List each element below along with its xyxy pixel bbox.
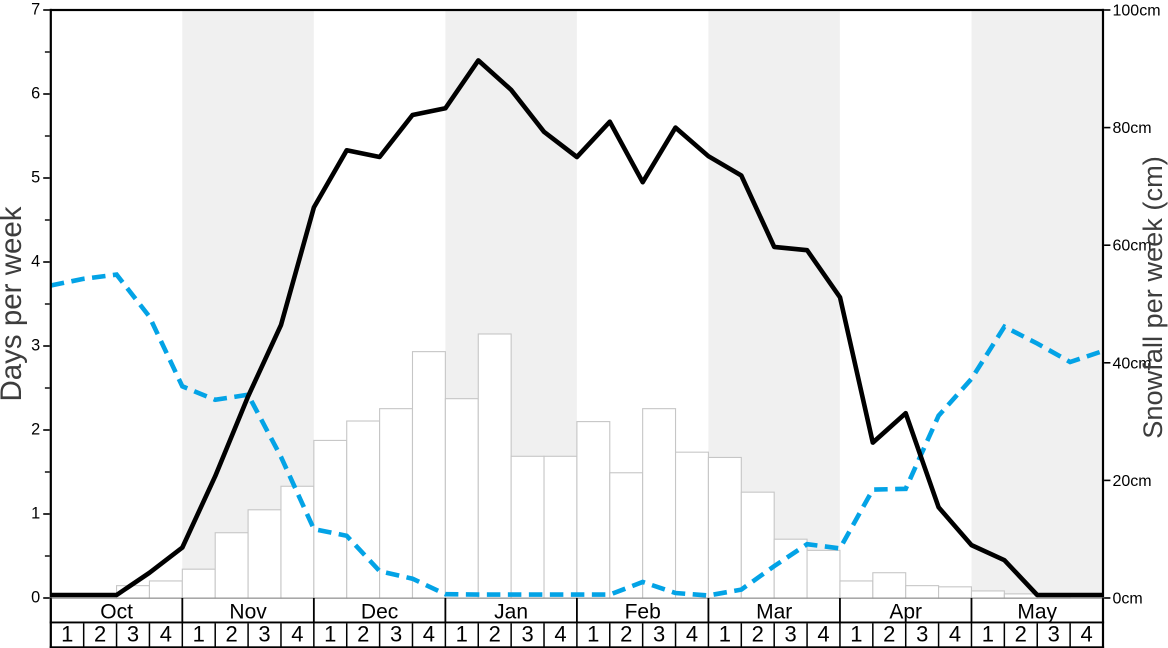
svg-text:1: 1 bbox=[61, 622, 73, 647]
svg-text:20cm: 20cm bbox=[1113, 473, 1152, 490]
svg-text:7: 7 bbox=[31, 0, 40, 18]
svg-text:Dec: Dec bbox=[361, 601, 398, 624]
svg-text:1: 1 bbox=[982, 622, 994, 647]
svg-text:4: 4 bbox=[291, 622, 303, 647]
svg-text:3: 3 bbox=[521, 622, 533, 647]
svg-text:1: 1 bbox=[324, 622, 336, 647]
svg-text:6: 6 bbox=[31, 84, 40, 102]
svg-text:3: 3 bbox=[653, 622, 665, 647]
svg-text:1: 1 bbox=[719, 622, 731, 647]
svg-text:60cm: 60cm bbox=[1113, 238, 1152, 255]
svg-text:40cm: 40cm bbox=[1113, 355, 1152, 372]
svg-text:1: 1 bbox=[850, 622, 862, 647]
svg-text:4: 4 bbox=[686, 622, 698, 647]
svg-text:3: 3 bbox=[127, 622, 139, 647]
svg-text:2: 2 bbox=[1015, 622, 1027, 647]
svg-text:4: 4 bbox=[423, 622, 435, 647]
svg-text:1: 1 bbox=[193, 622, 205, 647]
svg-text:Mar: Mar bbox=[756, 601, 792, 624]
svg-text:4: 4 bbox=[817, 622, 829, 647]
svg-text:2: 2 bbox=[489, 622, 501, 647]
svg-text:3: 3 bbox=[390, 622, 402, 647]
svg-text:4: 4 bbox=[554, 622, 566, 647]
svg-text:5: 5 bbox=[31, 168, 40, 186]
svg-text:2: 2 bbox=[883, 622, 895, 647]
svg-text:3: 3 bbox=[1048, 622, 1060, 647]
svg-text:0cm: 0cm bbox=[1113, 591, 1143, 608]
svg-text:Jan: Jan bbox=[494, 601, 528, 624]
svg-text:3: 3 bbox=[31, 336, 40, 354]
svg-text:3: 3 bbox=[258, 622, 270, 647]
svg-text:100cm: 100cm bbox=[1113, 3, 1161, 20]
svg-text:Days per week: Days per week bbox=[0, 206, 28, 401]
svg-text:2: 2 bbox=[620, 622, 632, 647]
svg-text:0: 0 bbox=[31, 588, 40, 606]
svg-text:4: 4 bbox=[31, 252, 40, 270]
svg-text:1: 1 bbox=[31, 504, 40, 522]
svg-text:Nov: Nov bbox=[229, 601, 267, 624]
svg-text:Feb: Feb bbox=[625, 601, 661, 624]
svg-text:Oct: Oct bbox=[100, 601, 133, 624]
svg-text:2: 2 bbox=[225, 622, 237, 647]
svg-text:80cm: 80cm bbox=[1113, 120, 1152, 137]
svg-text:Apr: Apr bbox=[889, 601, 922, 624]
svg-text:2: 2 bbox=[31, 420, 40, 438]
svg-text:1: 1 bbox=[587, 622, 599, 647]
svg-text:4: 4 bbox=[949, 622, 961, 647]
svg-text:4: 4 bbox=[1080, 622, 1092, 647]
svg-text:Snowfall per week (cm): Snowfall per week (cm) bbox=[1137, 156, 1168, 439]
svg-text:4: 4 bbox=[160, 622, 172, 647]
svg-text:3: 3 bbox=[784, 622, 796, 647]
svg-text:2: 2 bbox=[357, 622, 369, 647]
svg-text:1: 1 bbox=[456, 622, 468, 647]
svg-text:3: 3 bbox=[916, 622, 928, 647]
svg-text:2: 2 bbox=[94, 622, 106, 647]
svg-text:May: May bbox=[1017, 601, 1057, 624]
svg-text:2: 2 bbox=[752, 622, 764, 647]
